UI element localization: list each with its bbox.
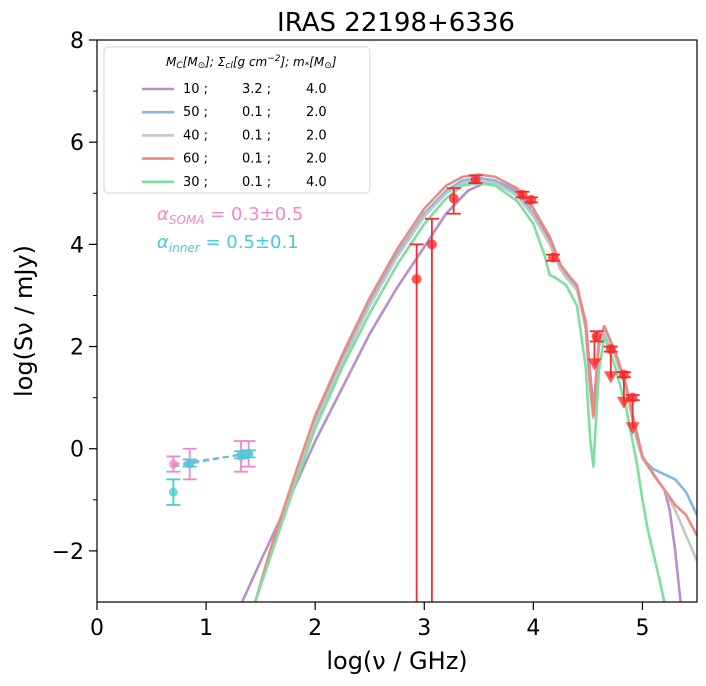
x-tick-label: 1 xyxy=(199,616,213,641)
ir-point xyxy=(426,239,437,250)
radio-point xyxy=(185,458,195,468)
plot-frame xyxy=(96,39,698,603)
radio-point xyxy=(244,449,254,459)
y-axis-label: log(Sν / mJy) xyxy=(10,245,38,397)
upper-limit-arrow xyxy=(587,358,602,371)
legend-mstar: 4.0 xyxy=(306,82,327,97)
ir-point xyxy=(526,194,537,205)
y-tick-label: 4 xyxy=(70,233,84,258)
y-tick-label: 0 xyxy=(70,438,84,463)
legend-mstar: 2.0 xyxy=(306,152,327,167)
legend: MC[M⊙]; Σcl[g cm−2]; m*[M⊙] 10 ; 3.2 ; 4.0… xyxy=(103,46,371,194)
legend-mstar: 4.0 xyxy=(306,175,327,190)
model-curve-3 xyxy=(253,179,697,602)
axis-ticks: 0 1 2 3 4 5 −2 0 2 4 6 8 xyxy=(52,29,650,641)
ir-point xyxy=(517,189,528,200)
upper-limit-arrow xyxy=(603,371,618,384)
x-tick-label: 3 xyxy=(417,616,431,641)
ir-point xyxy=(448,193,459,204)
upper-limit-arrow xyxy=(625,422,640,435)
x-tick-label: 0 xyxy=(90,616,104,641)
legend-mc: 60 ; xyxy=(183,152,208,167)
x-tick-label: 4 xyxy=(526,616,540,641)
legend-box xyxy=(103,46,371,194)
legend-sigma: 0.1 ; xyxy=(242,152,271,167)
legend-mc: 50 ; xyxy=(183,105,208,120)
legend-sigma: 0.1 ; xyxy=(242,128,271,143)
ir-point xyxy=(470,174,481,185)
model-curves xyxy=(240,173,697,602)
y-tick-label: 2 xyxy=(70,336,84,361)
legend-mc: 10 ; xyxy=(183,82,208,97)
chart-title: IRAS 22198+6336 xyxy=(277,8,515,38)
y-tick-label: −2 xyxy=(52,540,84,565)
radio-point xyxy=(168,487,178,497)
x-tick-label: 2 xyxy=(308,616,322,641)
radio-point xyxy=(168,459,178,469)
model-curve-2 xyxy=(253,176,697,602)
ir-point xyxy=(548,252,558,263)
upper-limit-arrow xyxy=(616,396,631,409)
model-curve-5 xyxy=(253,181,666,602)
y-tick-label: 6 xyxy=(70,131,84,156)
x-axis-label: log(ν / GHz) xyxy=(326,647,467,675)
legend-mc: 40 ; xyxy=(183,128,208,143)
alpha-inner-annotation: αinner = 0.5±0.1 xyxy=(157,232,299,255)
legend-mc: 30 ; xyxy=(183,175,208,190)
legend-sigma: 3.2 ; xyxy=(242,82,271,97)
model-curve-1 xyxy=(240,181,682,602)
y-tick-label: 8 xyxy=(70,29,84,54)
x-tick-label: 5 xyxy=(635,616,649,641)
ir-point xyxy=(411,274,422,285)
legend-header: MC[M⊙]; Σcl[g cm−2]; m*[M⊙] xyxy=(166,54,337,71)
legend-sigma: 0.1 ; xyxy=(242,175,271,190)
data-points xyxy=(166,174,640,602)
legend-mstar: 2.0 xyxy=(306,105,327,120)
legend-mstar: 2.0 xyxy=(306,128,327,143)
ir-point xyxy=(591,331,602,342)
alpha-soma-annotation: αSOMA = 0.3±0.5 xyxy=(157,204,303,227)
legend-sigma: 0.1 ; xyxy=(242,105,271,120)
model-curve-4 xyxy=(253,173,697,602)
